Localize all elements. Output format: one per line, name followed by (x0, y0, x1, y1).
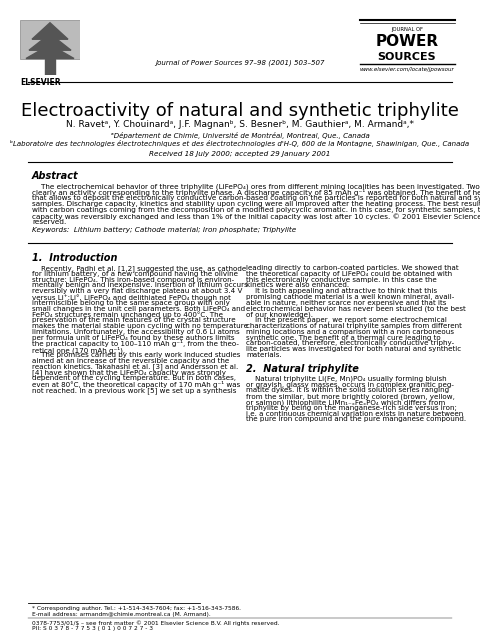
Text: per formula unit of LiFePO₄ found by these authors limits: per formula unit of LiFePO₄ found by the… (32, 335, 235, 340)
Text: electrochemical behavior has never been studied (to the best: electrochemical behavior has never been … (246, 306, 466, 312)
Text: preservation of the main features of the crystal structure: preservation of the main features of the… (32, 317, 236, 323)
Text: synthetic one. The benefit of a thermal cure leading to: synthetic one. The benefit of a thermal … (246, 335, 441, 340)
Text: 2.  Natural triphylite: 2. Natural triphylite (246, 364, 359, 374)
Text: from the similar, but more brightly colored (brown, yellow,: from the similar, but more brightly colo… (246, 393, 455, 400)
Text: even at 80°C, the theoretical capacity of 170 mAh g⁻¹ was: even at 80°C, the theoretical capacity o… (32, 381, 240, 388)
Text: ELSEVIER: ELSEVIER (20, 78, 60, 87)
Text: Recently, Padhi et al. [1,2] suggested the use, as cathode: Recently, Padhi et al. [1,2] suggested t… (32, 265, 246, 272)
Polygon shape (29, 34, 71, 51)
Text: matite dykes. It is within the solid solution series ranging: matite dykes. It is within the solid sol… (246, 387, 449, 394)
Text: makes the material stable upon cycling with no temperature: makes the material stable upon cycling w… (32, 323, 248, 329)
Text: the pure iron compound and the pure manganese compound.: the pure iron compound and the pure mang… (246, 417, 466, 422)
Text: reaction kinetics. Takahashi et al. [3] and Andersson et al.: reaction kinetics. Takahashi et al. [3] … (32, 364, 238, 371)
Text: able in nature, neither scarce nor expensive and that its: able in nature, neither scarce nor expen… (246, 300, 446, 306)
Text: In the present paper, we report some electrochemical: In the present paper, we report some ele… (246, 317, 447, 323)
Text: promising cathode material is a well known mineral, avail-: promising cathode material is a well kno… (246, 294, 455, 300)
Text: with carbon coatings coming from the decomposition of a modified polycyclic arom: with carbon coatings coming from the dec… (32, 207, 480, 213)
Text: 0378-7753/01/$ – see front matter © 2001 Elsevier Science B.V. All rights reserv: 0378-7753/01/$ – see front matter © 2001… (32, 620, 279, 626)
Text: this electronically conductive sample. In this case the: this electronically conductive sample. I… (246, 276, 437, 283)
Text: samples. Discharge capacity, kinetics and stability upon cycling were all improv: samples. Discharge capacity, kinetics an… (32, 201, 480, 207)
Text: not reached. In a previous work [5] we set up a synthesis: not reached. In a previous work [5] we s… (32, 387, 236, 394)
Text: for lithium battery, of a new compound having the olivine: for lithium battery, of a new compound h… (32, 271, 238, 276)
Text: kinetics were also enhanced.: kinetics were also enhanced. (246, 282, 349, 289)
Text: reserved.: reserved. (32, 219, 66, 225)
Text: PII: S 0 3 7 8 - 7 7 5 3 ( 0 1 ) 0 0 7 2 7 - 3: PII: S 0 3 7 8 - 7 7 5 3 ( 0 1 ) 0 0 7 2… (32, 626, 153, 631)
Text: N. Ravetᵃ, Y. Chouinardᵃ, J.F. Magnanᵇ, S. Besnerᵇ, M. Gauthierᵃ, M. Armandᵃ,*: N. Ravetᵃ, Y. Chouinardᵃ, J.F. Magnanᵇ, … (66, 120, 414, 129)
Text: the practical capacity to 100–110 mAh g⁻¹, from the theo-: the practical capacity to 100–110 mAh g⁻… (32, 340, 239, 348)
Polygon shape (26, 45, 74, 58)
Text: [4] have shown that the LiFePO₄ capacity was strongly: [4] have shown that the LiFePO₄ capacity… (32, 369, 226, 376)
Text: Journal of Power Sources 97–98 (2001) 503–507: Journal of Power Sources 97–98 (2001) 50… (155, 60, 325, 67)
Text: characterizations of natural triphylite samples from different: characterizations of natural triphylite … (246, 323, 462, 329)
Text: triphylite by being on the manganese-rich side versus iron;: triphylite by being on the manganese-ric… (246, 405, 457, 411)
Text: capacity was reversibly exchanged and less than 1% of the initial capacity was l: capacity was reversibly exchanged and le… (32, 213, 480, 220)
Text: POWER: POWER (375, 34, 439, 49)
Text: Received 18 July 2000; accepted 29 January 2001: Received 18 July 2000; accepted 29 Janua… (149, 151, 331, 157)
Polygon shape (45, 58, 55, 75)
Text: The promises carried by this early work induced studies: The promises carried by this early work … (32, 352, 240, 358)
Text: 1.  Introduction: 1. Introduction (32, 253, 118, 263)
Text: i.e. a continuous chemical variation exists in nature between: i.e. a continuous chemical variation exi… (246, 411, 463, 417)
Text: limitations. Unfortunately, the accessibility of 0.6 Li atoms: limitations. Unfortunately, the accessib… (32, 329, 240, 335)
Text: * Corresponding author. Tel.: +1-514-343-7604; fax: +1-516-343-7586.: * Corresponding author. Tel.: +1-514-343… (32, 606, 241, 611)
Text: E-mail address: armandm@chimie.montreal.ca (M. Armand).: E-mail address: armandm@chimie.montreal.… (32, 612, 211, 617)
Text: dependent of the cycling temperature. But in both cases,: dependent of the cycling temperature. Bu… (32, 375, 236, 381)
Text: mentally benign and inexpensive. Insertion of lithium occurs: mentally benign and inexpensive. Inserti… (32, 282, 248, 289)
Text: FePO₄ structures remain unchanged up to 400°C. The: FePO₄ structures remain unchanged up to … (32, 312, 223, 318)
Text: JOURNAL OF: JOURNAL OF (391, 27, 423, 32)
Text: ᵃDépartement de Chimie, Université de Montréal, Montreal, Que., Canada: ᵃDépartement de Chimie, Université de Mo… (110, 132, 370, 139)
Text: carbon-coated, therefore, electronically conductive triphy-: carbon-coated, therefore, electronically… (246, 340, 454, 346)
Text: Electroactivity of natural and synthetic triphylite: Electroactivity of natural and synthetic… (21, 102, 459, 120)
Text: structure: LiFePO₄. This iron-based compound is environ-: structure: LiFePO₄. This iron-based comp… (32, 276, 234, 283)
Text: small changes in the unit cell parameters. Both LiFePO₄ and: small changes in the unit cell parameter… (32, 306, 245, 312)
Text: or salmon) lithiophilite LiMn₁₋ₓFeₓPO₄ which differs from: or salmon) lithiophilite LiMn₁₋ₓFeₓPO₄ w… (246, 399, 445, 406)
Text: Natural triphylite Li(Fe, Mn)PO₄ usually forming bluish: Natural triphylite Li(Fe, Mn)PO₄ usually… (246, 376, 446, 382)
Text: The electrochemical behavior of three triphylite (LiFePO₄) ores from different m: The electrochemical behavior of three tr… (32, 183, 480, 189)
Text: the theoretical capacity of LiFePO₄ could be obtained with: the theoretical capacity of LiFePO₄ coul… (246, 271, 452, 276)
Text: or grayish, glassy masses, occurs in complex granitic peg-: or grayish, glassy masses, occurs in com… (246, 381, 454, 388)
Text: reversibly with a very flat discharge plateau at about 3.4 V: reversibly with a very flat discharge pl… (32, 288, 242, 294)
Text: aimed at an increase of the reversible capacity and the: aimed at an increase of the reversible c… (32, 358, 229, 364)
Text: clearly an activity corresponding to the triphylite phase. A discharge capacity : clearly an activity corresponding to the… (32, 189, 480, 196)
FancyBboxPatch shape (20, 20, 80, 58)
Text: mining locations and a comparison with a non carboneous: mining locations and a comparison with a… (246, 329, 454, 335)
Text: leading directly to carbon-coated particles. We showed that: leading directly to carbon-coated partic… (246, 265, 458, 271)
Text: intermiscible belong to the same space group with only: intermiscible belong to the same space g… (32, 300, 230, 306)
Text: www.elsevier.com/locate/jpowsour: www.elsevier.com/locate/jpowsour (360, 67, 455, 72)
Text: retical one (170 mAh g⁻¹).: retical one (170 mAh g⁻¹). (32, 346, 125, 354)
Polygon shape (32, 23, 68, 39)
Text: that allows to deposit the electronically conductive carbon-based coating on the: that allows to deposit the electronicall… (32, 195, 480, 201)
Text: SOURCES: SOURCES (378, 52, 436, 62)
Text: ᵇLaboratoire des technologies électrotechniques et des électrotechnologies d'H-Q: ᵇLaboratoire des technologies électrotec… (11, 140, 469, 147)
Text: materials.: materials. (246, 352, 282, 358)
Text: It is both appealing and attractive to think that this: It is both appealing and attractive to t… (246, 288, 437, 294)
Text: of our knowledge).: of our knowledge). (246, 312, 313, 318)
Text: versus Li⁺:Li°. LiFePO₄ and delithiated FePO₄ though not: versus Li⁺:Li°. LiFePO₄ and delithiated … (32, 294, 231, 301)
Text: Keywords:  Lithium battery; Cathode material; Iron phosphate; Triphylite: Keywords: Lithium battery; Cathode mater… (32, 227, 296, 233)
Text: lite particles was investigated for both natural and synthetic: lite particles was investigated for both… (246, 346, 461, 352)
Text: Abstract: Abstract (32, 171, 79, 181)
